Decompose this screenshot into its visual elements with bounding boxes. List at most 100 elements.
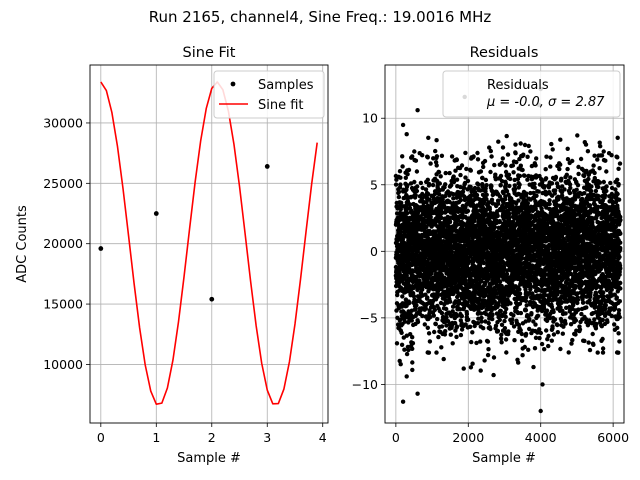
residual-point xyxy=(465,178,471,184)
residual-point xyxy=(466,317,471,322)
residual-point xyxy=(536,189,541,194)
residual-point xyxy=(447,219,453,224)
residual-point xyxy=(439,272,444,278)
residual-point xyxy=(490,316,495,322)
residual-point xyxy=(405,210,410,216)
residual-point xyxy=(400,164,405,169)
residual-point xyxy=(432,307,437,313)
residual-point xyxy=(411,294,417,299)
residual-point xyxy=(485,352,491,358)
residual-point xyxy=(413,158,419,163)
residual-point xyxy=(420,185,425,191)
residual-point xyxy=(398,362,403,367)
residual-point xyxy=(399,200,404,205)
residual-point xyxy=(420,313,425,319)
residual-point xyxy=(525,154,530,159)
residual-point xyxy=(443,329,448,334)
residual-point xyxy=(517,291,523,296)
residual-point xyxy=(507,183,512,189)
residual-point xyxy=(481,326,486,331)
residual-point xyxy=(476,182,481,187)
residual-point xyxy=(396,194,402,200)
residual-point xyxy=(503,163,508,168)
residual-point xyxy=(564,172,569,177)
residual-point xyxy=(513,151,518,156)
residual-point xyxy=(458,197,463,203)
residual-point xyxy=(497,317,502,323)
residual-point xyxy=(551,309,556,315)
residual-point xyxy=(425,295,430,300)
residual-point xyxy=(534,193,539,198)
residual-point xyxy=(442,332,448,337)
residual-point xyxy=(439,324,445,329)
residual-point xyxy=(431,313,436,318)
residual-point xyxy=(411,269,416,274)
residual-point xyxy=(463,150,468,156)
residual-point xyxy=(439,310,445,316)
residual-point xyxy=(532,346,538,351)
residual-point xyxy=(520,167,525,173)
residuals-plot-area xyxy=(393,86,623,414)
residual-point xyxy=(410,360,415,365)
residual-point xyxy=(447,170,452,176)
residual-point xyxy=(399,330,404,335)
residual-point xyxy=(414,188,420,194)
residual-point xyxy=(504,133,509,139)
residual-point xyxy=(406,167,412,173)
residual-point xyxy=(426,191,431,197)
residual-point xyxy=(504,306,509,312)
residual-point xyxy=(451,179,457,185)
residual-point xyxy=(436,169,442,175)
residual-point xyxy=(488,169,493,175)
residual-point xyxy=(425,177,430,182)
residual-point xyxy=(518,310,524,316)
residual-point xyxy=(471,154,476,159)
residual-point xyxy=(508,301,513,306)
residual-point xyxy=(495,328,501,334)
residual-point xyxy=(405,172,410,177)
residual-point xyxy=(555,330,560,335)
residual-point xyxy=(552,317,558,322)
residual-point xyxy=(543,176,549,181)
residual-point xyxy=(459,163,465,168)
residual-point xyxy=(518,328,523,333)
y-tick-label: 20000 xyxy=(43,236,83,251)
residual-point xyxy=(426,350,432,355)
residual-point xyxy=(475,150,480,156)
residual-point xyxy=(449,249,455,254)
residual-point xyxy=(481,164,486,170)
residual-point xyxy=(524,191,529,196)
residual-point xyxy=(489,154,494,159)
residual-point xyxy=(454,334,459,340)
residual-point xyxy=(519,338,525,343)
residual-point xyxy=(427,311,432,316)
residual-point xyxy=(516,360,521,365)
residual-point xyxy=(520,353,525,358)
residual-point xyxy=(434,138,439,143)
residual-point xyxy=(475,157,481,162)
sample-point xyxy=(153,211,159,216)
residual-point xyxy=(507,211,512,216)
residual-point xyxy=(549,338,554,343)
residual-point xyxy=(571,303,576,308)
residual-point xyxy=(453,168,458,173)
x-tick-label: 3 xyxy=(263,430,271,445)
residual-point xyxy=(468,168,473,173)
residual-point xyxy=(486,320,491,326)
residual-point xyxy=(543,167,548,172)
residual-point xyxy=(511,170,516,175)
residual-point xyxy=(450,304,456,309)
residual-point xyxy=(410,341,416,346)
residual-point xyxy=(558,346,563,352)
residual-point xyxy=(484,183,489,188)
residual-point xyxy=(435,316,440,322)
residual-point xyxy=(495,213,500,219)
y-tick-label: 25000 xyxy=(43,176,83,191)
sine-fit-line xyxy=(100,81,318,405)
residual-point xyxy=(436,334,441,340)
residual-point xyxy=(399,342,405,347)
residual-point xyxy=(526,347,531,352)
residual-point xyxy=(483,177,489,183)
